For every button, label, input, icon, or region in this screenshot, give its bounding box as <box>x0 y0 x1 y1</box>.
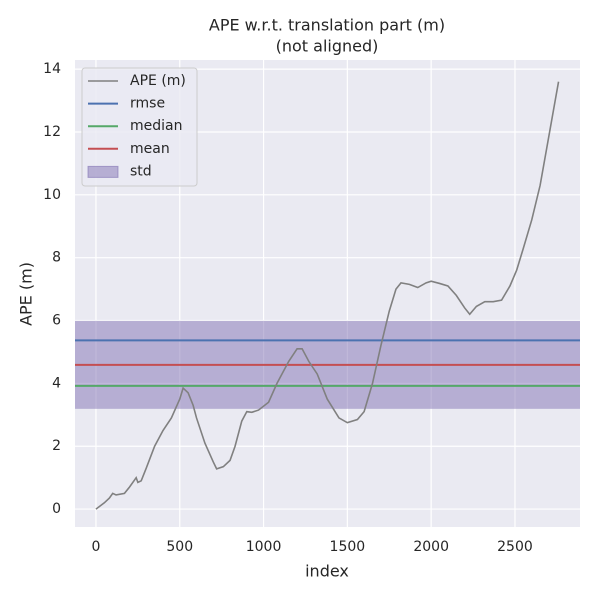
x-tick-label: 500 <box>166 539 193 555</box>
chart-title: APE w.r.t. translation part (m) <box>209 16 445 35</box>
legend-swatch <box>87 165 119 178</box>
legend-label: median <box>130 118 182 134</box>
y-tick-label: 8 <box>52 250 61 266</box>
legend-label: rmse <box>130 96 165 112</box>
legend-label: APE (m) <box>130 73 186 89</box>
x-tick-label: 1500 <box>330 539 366 555</box>
legend-box <box>81 67 198 187</box>
series-line <box>95 81 560 510</box>
legend-label: std <box>130 163 152 179</box>
y-tick-label: 4 <box>52 375 61 391</box>
y-tick-label: 2 <box>52 438 61 454</box>
chart-subtitle: (not aligned) <box>276 37 379 56</box>
x-axis-label: index <box>305 562 349 581</box>
y-tick-label: 12 <box>43 124 61 140</box>
y-tick-label: 10 <box>43 187 61 203</box>
x-tick-label: 2000 <box>413 539 449 555</box>
legend-label: mean <box>130 141 170 157</box>
y-tick-label: 0 <box>52 501 61 517</box>
y-tick-label: 6 <box>52 313 61 329</box>
y-axis-label: APE (m) <box>17 262 36 326</box>
y-tick-label: 14 <box>43 61 61 77</box>
x-tick-label: 1000 <box>246 539 282 555</box>
x-tick-label: 0 <box>91 539 100 555</box>
x-tick-label: 2500 <box>497 539 533 555</box>
